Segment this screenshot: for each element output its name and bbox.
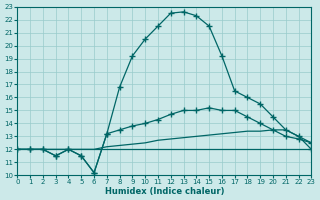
X-axis label: Humidex (Indice chaleur): Humidex (Indice chaleur) (105, 187, 224, 196)
